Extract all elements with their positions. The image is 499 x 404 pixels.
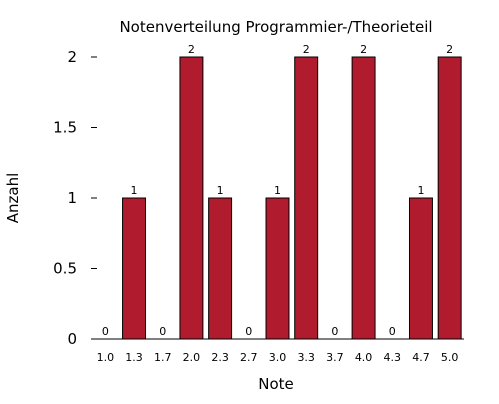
x-axis-ticks: 1.0 1.3 1.7 2.0 2.3 2.7 3.0 3.3 3.7 4.0 4.3 4.7 5.0	[97, 351, 459, 364]
y-tick-label: 1	[67, 189, 77, 207]
data-label: 2	[303, 43, 310, 56]
x-tick-label: 4.3	[384, 351, 402, 364]
y-tick-label: 0	[67, 330, 77, 348]
y-tick-label: 2	[67, 48, 77, 66]
y-axis-ticks: 0 0.5 1 1.5 2	[53, 48, 97, 348]
data-label: 1	[131, 184, 138, 197]
data-labels-group: 0 1 0 2 1 0 1 2 0 2 0 1 2	[102, 43, 453, 338]
x-tick-label: 1.3	[125, 351, 143, 364]
y-tick-label: 1.5	[53, 119, 77, 137]
x-tick-label: 3.3	[297, 351, 315, 364]
bar-1.3	[122, 197, 147, 340]
bar-3.3	[294, 56, 319, 340]
data-label: 0	[389, 325, 396, 338]
x-tick-label: 2.7	[240, 351, 258, 364]
x-tick-label: 4.7	[412, 351, 430, 364]
x-axis-label: Note	[258, 375, 294, 393]
data-label: 2	[360, 43, 367, 56]
data-label: 2	[446, 43, 453, 56]
x-tick-label: 1.7	[154, 351, 172, 364]
x-tick-label: 5.0	[441, 351, 459, 364]
y-tick-label: 0.5	[53, 260, 77, 278]
data-label: 0	[245, 325, 252, 338]
x-tick-label: 2.3	[211, 351, 229, 364]
x-tick-label: 2.0	[183, 351, 201, 364]
x-tick-label: 3.0	[269, 351, 287, 364]
bar-2.3	[208, 197, 233, 340]
bar-2.0	[179, 56, 204, 340]
y-axis-label: Anzahl	[4, 173, 22, 224]
bar-4.7	[408, 197, 433, 340]
data-label: 2	[188, 43, 195, 56]
x-tick-label: 3.7	[326, 351, 344, 364]
data-label: 1	[217, 184, 224, 197]
x-tick-label: 4.0	[355, 351, 373, 364]
x-tick-label: 1.0	[97, 351, 115, 364]
bar-4.0	[351, 56, 376, 340]
chart-title: Notenverteilung Programmier-/Theorieteil	[119, 18, 432, 36]
data-label: 1	[274, 184, 281, 197]
bar-5.0	[437, 56, 462, 340]
bars-group	[122, 56, 462, 340]
data-label: 0	[331, 325, 338, 338]
data-label: 0	[159, 325, 166, 338]
bar-3.0	[265, 197, 290, 340]
data-label: 0	[102, 325, 109, 338]
data-label: 1	[417, 184, 424, 197]
